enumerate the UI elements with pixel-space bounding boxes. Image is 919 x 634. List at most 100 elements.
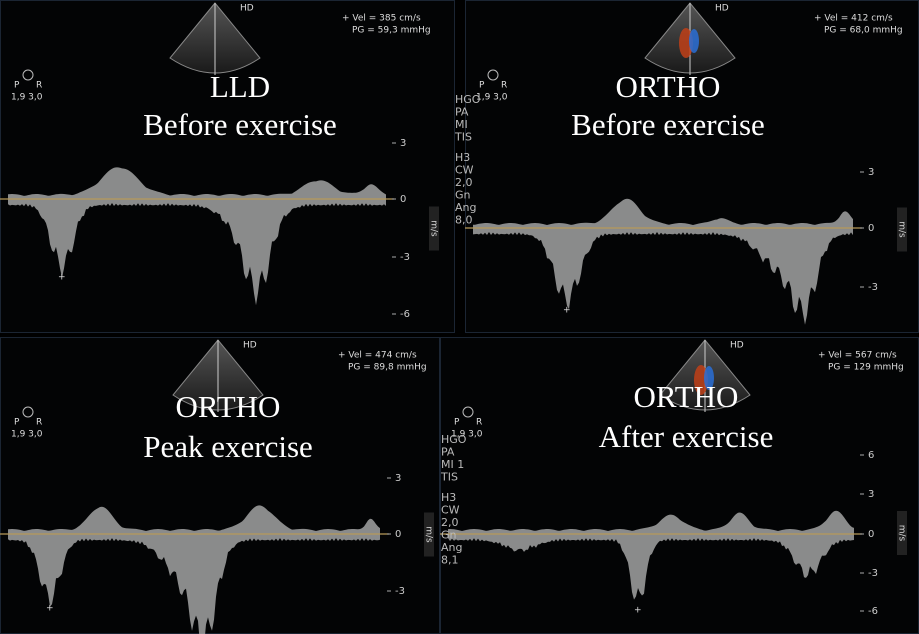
depth-label: 1,9 3,0: [11, 430, 43, 440]
peak-marker: +: [58, 273, 66, 283]
side-parameter: 2,0: [441, 516, 459, 529]
side-parameter: 8,0: [455, 214, 473, 227]
unit-label: m/s: [424, 526, 434, 543]
velocity-readout: + Vel = 474 cm/s: [338, 351, 417, 361]
doppler-spectrum: [8, 505, 380, 634]
gradient-readout: PG = 68,0 mmHg: [824, 26, 903, 36]
unit-label: m/s: [429, 220, 439, 237]
side-parameter: PA: [441, 446, 455, 459]
condition-label: Before exercise: [571, 107, 765, 142]
scale-label: -6: [868, 606, 878, 617]
orientation-icon: [22, 69, 34, 81]
probe-label: HD: [240, 4, 254, 14]
side-parameter: Gn: [441, 529, 457, 542]
probe-label: HD: [243, 341, 257, 351]
scale-label: -3: [400, 252, 410, 263]
scale-label: -3: [868, 568, 878, 579]
position-label: ORTHO: [176, 389, 281, 424]
peak-marker: +: [46, 604, 54, 614]
side-parameter: 2,0: [455, 176, 473, 189]
panel-content: HD + Vel = 412 cm/s PG = 68,0 mmHg P R 1,9 3,…: [465, 0, 919, 333]
orientation-icon: [22, 406, 34, 418]
orientation-p: P: [14, 418, 20, 428]
echo-panel: HD + Vel = 474 cm/s PG = 89,8 mmHg P R 1,9 3,…: [0, 337, 440, 634]
orientation-p: P: [454, 418, 460, 428]
peak-marker: +: [563, 306, 571, 316]
echo-panel: HD + Vel = 412 cm/s PG = 68,0 mmHg P R 1,9 3,…: [465, 0, 919, 333]
orientation-p: P: [479, 81, 485, 91]
unit-box: [424, 512, 434, 557]
doppler-spectrum: [473, 198, 853, 325]
unit-box: [897, 511, 907, 555]
color-doppler: [689, 29, 699, 53]
unit-label: m/s: [897, 525, 907, 542]
scale-label: -6: [400, 309, 410, 320]
orientation-r: R: [476, 418, 482, 428]
position-label: ORTHO: [616, 69, 721, 104]
side-parameter: HGO: [441, 433, 467, 446]
scale-label: 3: [868, 167, 874, 178]
side-parameter: CW: [455, 164, 474, 177]
unit-box: [897, 207, 907, 252]
probe-label: HD: [730, 341, 744, 351]
color-doppler: [694, 365, 708, 395]
condition-label: Peak exercise: [143, 429, 313, 464]
color-doppler: [679, 28, 693, 58]
side-parameter: Gn: [455, 189, 471, 202]
color-doppler: [704, 366, 714, 390]
doppler-spectrum: [8, 167, 386, 306]
panel-content: HD + Vel = 474 cm/s PG = 89,8 mmHg P R 1,9 3,…: [0, 337, 440, 634]
side-parameter: Ang: [441, 541, 462, 554]
side-parameter: TIS: [440, 471, 458, 484]
echo-panel: HD + Vel = 567 cm/s PG = 129 mmHg P R 1,9 3,0…: [440, 337, 919, 634]
depth-label: 1,9 3,0: [451, 430, 483, 440]
velocity-readout: + Vel = 567 cm/s: [818, 351, 897, 361]
peak-marker: +: [634, 606, 642, 616]
side-parameter: 8,1: [441, 554, 459, 567]
condition-label: Before exercise: [143, 107, 337, 142]
orientation-icon: [487, 69, 499, 81]
position-label: ORTHO: [634, 379, 739, 414]
scale-label: -3: [395, 586, 405, 597]
orientation-r: R: [36, 418, 42, 428]
depth-label: 1,9 3,0: [476, 93, 508, 103]
side-parameter: H3: [441, 491, 456, 504]
orientation-icon: [462, 406, 474, 418]
unit-box: [429, 206, 439, 251]
scale-label: 0: [395, 529, 401, 540]
condition-label: After exercise: [599, 419, 774, 454]
side-parameter: HGO: [455, 93, 481, 106]
side-parameter: Ang: [455, 201, 476, 214]
doppler-spectrum: [448, 510, 854, 600]
side-parameter: MI 1: [441, 458, 464, 471]
echo-panel: HD + Vel = 385 cm/s PG = 59,3 mmHg P R 1,9 3,…: [0, 0, 455, 333]
orientation-r: R: [36, 81, 42, 91]
gradient-readout: PG = 129 mmHg: [828, 363, 904, 373]
scale-label: 3: [395, 473, 401, 484]
unit-label: m/s: [897, 221, 907, 238]
side-parameter: H3: [455, 151, 470, 164]
depth-label: 1,9 3,0: [11, 93, 43, 103]
scale-label: 0: [868, 529, 874, 540]
side-parameter: MI: [455, 118, 468, 131]
scale-label: 3: [400, 138, 406, 149]
velocity-readout: + Vel = 412 cm/s: [814, 14, 893, 24]
side-parameter: CW: [441, 504, 460, 517]
orientation-r: R: [501, 81, 507, 91]
velocity-readout: + Vel = 385 cm/s: [342, 14, 421, 24]
probe-label: HD: [715, 4, 729, 14]
scale-label: 0: [868, 223, 874, 234]
side-parameter: TIS: [454, 131, 472, 144]
scale-label: 0: [400, 194, 406, 205]
orientation-p: P: [14, 81, 20, 91]
gradient-readout: PG = 89,8 mmHg: [348, 363, 427, 373]
panel-content: HD + Vel = 385 cm/s PG = 59,3 mmHg P R 1,9 3,…: [0, 0, 455, 333]
scale-label: -3: [868, 282, 878, 293]
side-parameter: PA: [455, 106, 469, 119]
scale-label: 6: [868, 450, 874, 461]
position-label: LLD: [210, 69, 270, 104]
gradient-readout: PG = 59,3 mmHg: [352, 26, 431, 36]
panel-content: HD + Vel = 567 cm/s PG = 129 mmHg P R 1,9 3,0…: [440, 337, 919, 634]
